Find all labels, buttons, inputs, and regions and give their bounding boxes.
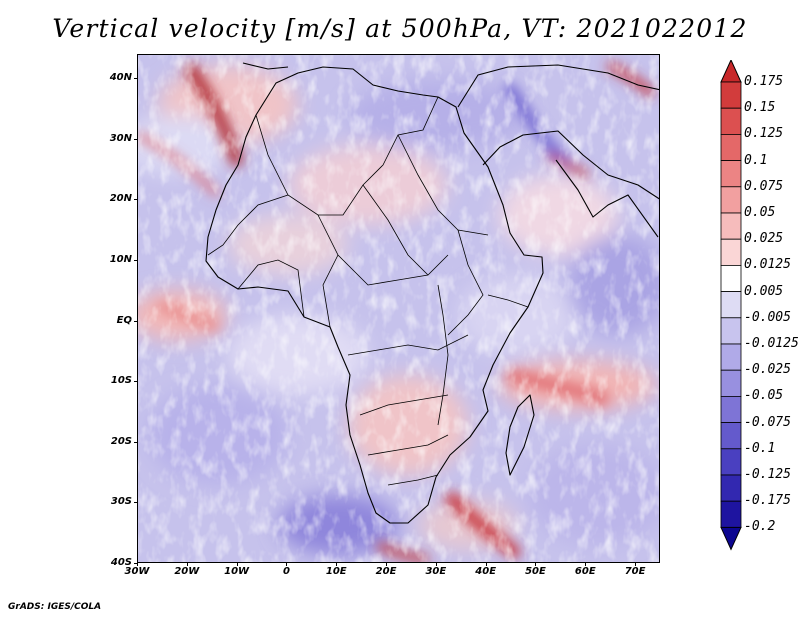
lon-tick-mark [485,562,487,566]
lat-tick-label: EQ [116,314,132,326]
colorbar-segment [720,186,742,214]
colorbar-level-label: 0.075 [744,178,784,194]
footer-credit: GrADS: IGES/COLA [8,602,102,612]
lon-tick-mark [535,562,537,566]
colorbar-level-label: 0.175 [744,74,784,89]
lon-tick-mark [336,562,338,566]
colorbar-segment [720,264,742,292]
colorbar-level-label: -0.175 [744,493,791,509]
colorbar-level-label: 0.1 [744,152,768,168]
lon-tick-label: 70E [624,566,646,577]
lat-tick-mark [134,320,138,322]
lon-tick-label: 20W [174,566,200,577]
colorbar-segment [720,134,742,162]
lon-tick-mark [386,562,388,566]
lon-tick-label: 30W [124,566,150,577]
lon-tick-label: 10W [224,566,250,577]
lon-tick-mark [435,562,437,566]
lat-tick-mark [134,199,138,201]
lon-tick-mark [236,562,238,566]
colorbar-segment [720,343,742,371]
lat-tick-label: 20N [109,193,132,205]
colorbar-level-label: -0.05 [744,388,784,404]
colorbar [720,60,742,551]
lat-tick-mark [134,563,138,564]
lon-tick-mark [585,562,587,566]
lon-tick-mark [137,562,138,566]
lat-tick-mark [134,138,138,140]
colorbar-segment [720,474,742,502]
lon-tick-label: 0 [282,566,290,577]
colorbar-level-label: 0.0125 [744,257,791,273]
colorbar-level-label: -0.025 [744,362,791,378]
lat-tick-mark [134,441,138,443]
lat-tick-label: 10N [109,254,132,266]
lon-tick-mark [635,562,637,566]
lat-tick-mark [134,381,138,383]
colorbar-segment [720,369,742,397]
velocity-field-map [138,55,659,562]
colorbar-level-label: 0.125 [744,126,784,142]
lon-tick-label: 30E [425,566,447,577]
lat-tick-label: 40N [109,72,132,84]
colorbar-segment [720,500,742,528]
lon-tick-label: 50E [525,566,546,577]
colorbar-level-label: -0.125 [744,467,791,482]
colorbar-segment [720,107,742,135]
map-panel[interactable] [137,54,660,563]
colorbar-level-label: -0.1 [744,440,776,456]
lat-tick-label: 30S [110,496,132,508]
lon-tick-label: 40E [475,566,497,577]
country-borders [207,96,529,486]
lon-tick-mark [186,562,188,566]
colorbar-bottom-arrow [720,526,742,551]
coastlines [205,62,659,524]
lat-tick-label: 20S [110,435,132,447]
colorbar-level-label: -0.075 [744,414,791,430]
lat-tick-label: 30N [109,132,132,144]
colorbar-level-label: -0.005 [744,309,791,325]
colorbar-segment [720,317,742,345]
colorbar-level-label: 0.005 [744,283,784,299]
colorbar-segment [720,395,742,423]
colorbar-segment [720,212,742,240]
lon-tick-label: 10E [325,566,347,577]
lat-tick-label: 10S [110,375,132,387]
colorbar-level-label: -0.2 [744,519,776,535]
colorbar-level-label: 0.025 [744,231,784,247]
colorbar-segment [720,422,742,450]
lat-tick-mark [134,260,138,262]
colorbar-top-arrow [720,60,742,83]
colorbar-segment [720,238,742,266]
lon-tick-mark [286,562,288,566]
lon-tick-label: 20E [375,566,397,577]
colorbar-level-label: 0.05 [744,205,776,220]
field-texture [138,55,659,562]
lat-tick-mark [134,78,138,80]
colorbar-segment [720,81,742,109]
lon-tick-label: 60E [574,566,596,577]
lat-tick-mark [134,502,138,504]
colorbar-segment [720,448,742,476]
colorbar-level-label: -0.0125 [744,336,799,351]
colorbar-level-label: 0.15 [744,100,776,116]
colorbar-segment [720,160,742,188]
lat-tick-label: 40S [110,557,132,568]
chart-title: Vertical velocity [m/s] at 500hPa, VT: 2… [52,14,748,43]
colorbar-segment [720,291,742,319]
